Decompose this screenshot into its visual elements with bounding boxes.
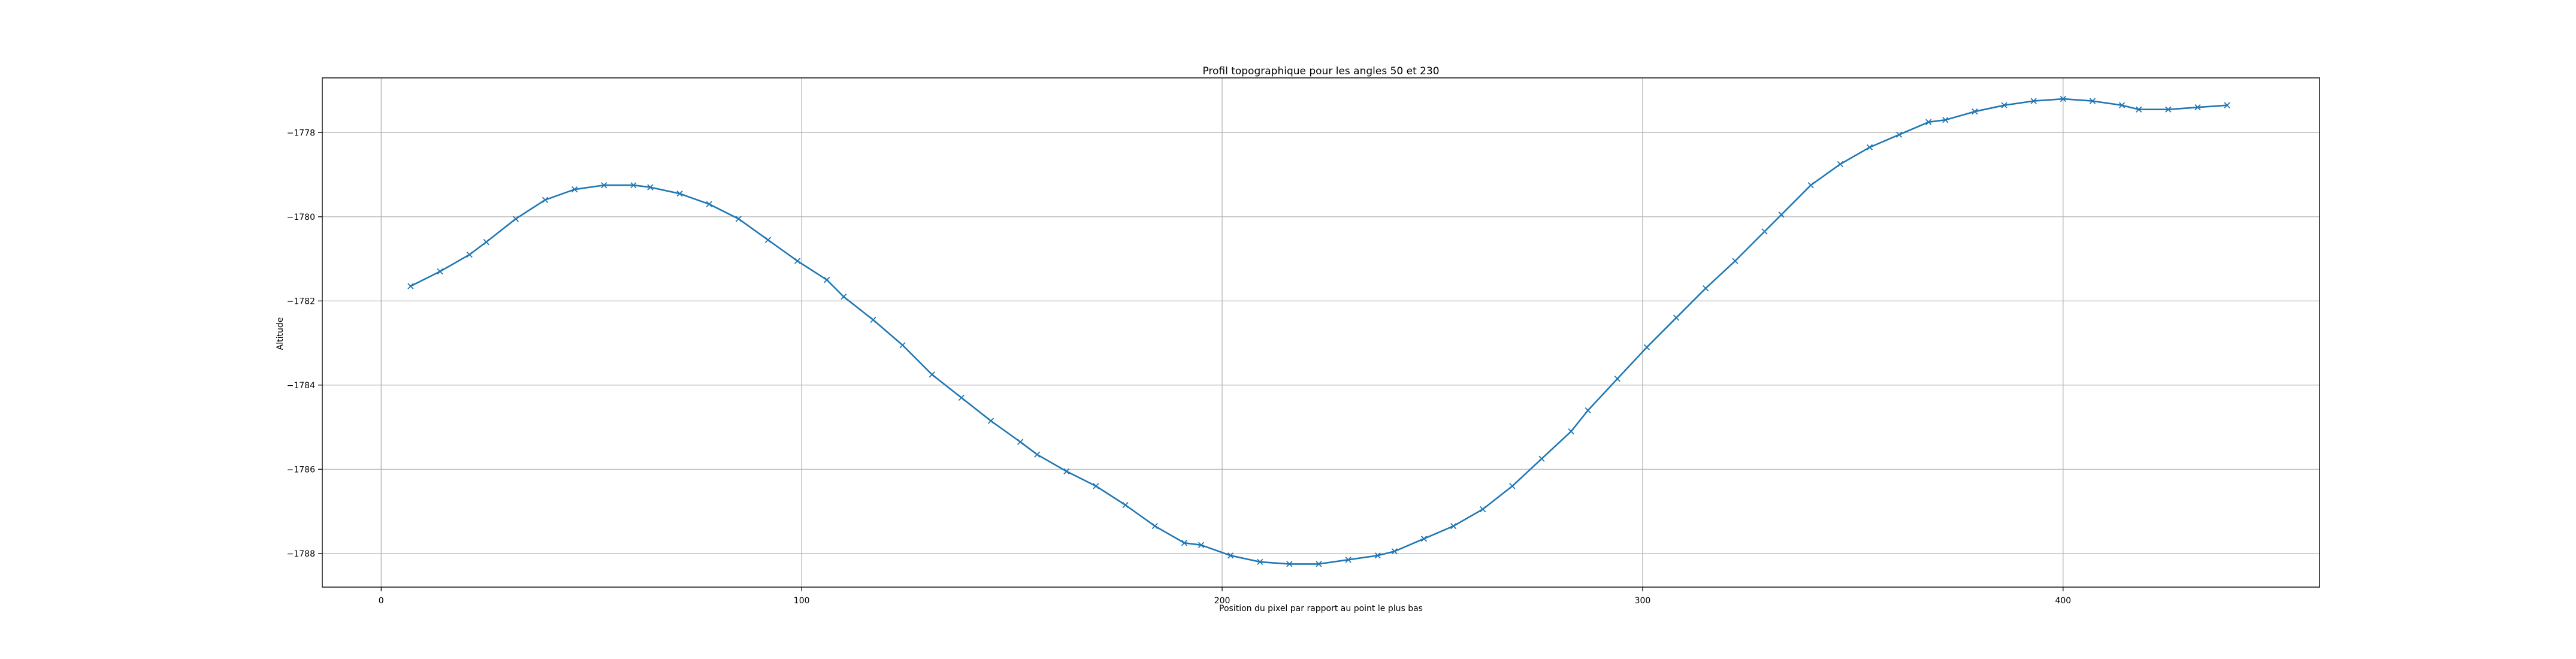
data-point-marker	[2030, 98, 2037, 104]
data-point-marker	[2089, 98, 2096, 104]
data-point-marker	[929, 371, 935, 378]
data-point-marker	[899, 341, 906, 349]
data-point-marker	[958, 394, 965, 401]
x-tick-label: 0	[379, 596, 384, 606]
data-point-marker	[2118, 102, 2125, 108]
data-point-marker	[1568, 428, 1574, 435]
x-tick-label: 300	[1635, 596, 1651, 606]
data-point-marker	[437, 268, 443, 275]
data-point-marker	[407, 283, 414, 289]
y-tick-label: −1788	[287, 549, 315, 559]
x-tick-label: 200	[1214, 596, 1230, 606]
data-point-marker	[2001, 102, 2007, 108]
x-tick-label: 400	[2055, 596, 2071, 606]
data-point-marker	[1286, 561, 1293, 567]
data-point-marker	[1316, 561, 1322, 567]
data-point-marker	[1614, 376, 1620, 382]
chart-title: Profil topographique pour les angles 50 …	[1202, 65, 1439, 77]
data-point-marker	[2194, 104, 2201, 111]
data-point-marker	[1450, 523, 1457, 530]
data-point-marker	[1866, 144, 1873, 151]
data-point-marker	[706, 201, 712, 207]
axis-ticks: 0 100 200 300 400 −1788 −1786 −1784 −1782 −1780 −1…	[287, 128, 2072, 606]
data-point-marker	[1942, 117, 1949, 123]
data-point-marker	[1198, 542, 1205, 548]
data-point-marker	[1391, 548, 1398, 555]
data-point-marker	[2224, 102, 2230, 108]
y-axis-label: Altitude	[276, 318, 285, 350]
data-point-marker	[1345, 557, 1352, 563]
data-point-marker	[1151, 523, 1158, 530]
y-tick-label: −1782	[287, 297, 315, 306]
data-point-marker	[1017, 439, 1024, 445]
x-axis-label: Position du pixel par rapport au point l…	[1219, 604, 1423, 613]
data-point-marker	[542, 197, 549, 203]
data-point-marker	[794, 258, 801, 264]
data-point-marker	[601, 182, 607, 189]
data-point-marker	[840, 294, 847, 300]
data-point-marker	[572, 186, 578, 193]
y-tick-label: −1778	[287, 128, 315, 138]
data-point-marker	[2136, 106, 2142, 113]
data-point-marker	[1807, 182, 1814, 189]
data-point-marker	[630, 182, 637, 189]
data-point-marker	[1063, 468, 1070, 474]
data-point-marker	[483, 238, 489, 246]
data-point-marker	[1972, 108, 1978, 115]
data-point-marker	[1420, 536, 1428, 542]
data-point-marker	[1181, 540, 1188, 546]
plot-frame	[322, 77, 2320, 588]
y-tick-label: −1780	[287, 213, 315, 222]
data-point-marker	[1509, 483, 1516, 489]
data-point-marker	[1538, 455, 1545, 462]
data-point-marker	[1257, 558, 1263, 565]
data-point-marker	[1895, 131, 1903, 138]
data-point-marker	[466, 251, 473, 258]
series-layer	[407, 95, 2230, 567]
data-point-marker	[824, 277, 830, 283]
data-point-marker	[1585, 407, 1591, 414]
y-tick-label: −1786	[287, 465, 315, 474]
data-point-marker	[1925, 119, 1932, 125]
data-point-marker	[1643, 344, 1650, 350]
data-point-marker	[1703, 285, 1709, 292]
data-point-marker	[764, 237, 772, 243]
data-point-marker	[512, 216, 519, 222]
data-point-marker	[647, 184, 654, 191]
data-point-marker	[2060, 95, 2066, 102]
data-point-marker	[1227, 552, 1234, 559]
x-tick-label: 100	[794, 596, 810, 606]
data-point-marker	[1673, 315, 1680, 321]
data-point-marker	[1122, 501, 1129, 509]
grid-lines	[322, 78, 2320, 587]
data-point-marker	[1732, 258, 1739, 264]
data-point-marker	[676, 191, 683, 197]
data-point-marker	[1761, 228, 1768, 235]
data-point-marker	[1093, 483, 1099, 489]
data-point-marker	[1778, 211, 1785, 218]
data-point-marker	[1034, 451, 1041, 458]
y-tick-label: −1784	[287, 381, 315, 391]
data-point-marker	[870, 316, 876, 324]
data-point-marker	[2165, 106, 2172, 113]
data-point-marker	[1837, 161, 1843, 168]
data-point-marker	[1374, 552, 1381, 559]
data-point-marker	[735, 216, 742, 222]
data-point-marker	[1480, 506, 1486, 513]
data-point-marker	[987, 418, 994, 424]
